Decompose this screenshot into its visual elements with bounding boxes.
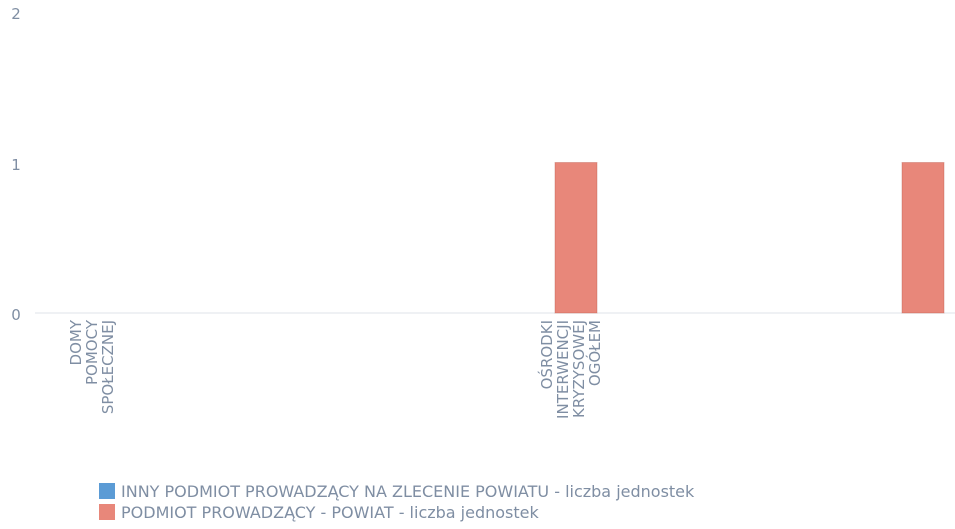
y-tick-label-1: 1 [11, 156, 21, 174]
legend-label-podmiot-powiat: PODMIOT PROWADZĄCY - POWIAT - liczba jed… [121, 503, 540, 522]
y-tick-label-0: 0 [11, 306, 21, 324]
legend-swatch-salmon [99, 504, 115, 520]
bars-group [554, 162, 945, 314]
category-label-1-line-2: KRYZYSOWEJ [570, 320, 588, 418]
category-label-0-line-2: SPOŁECZNEJ [99, 320, 117, 414]
category-label-0-line-1: POMOCY [83, 319, 101, 385]
category-label-0-line-0: DOMY [67, 319, 85, 365]
category-label-1-line-0: OŚRODKI [537, 320, 556, 389]
legend: INNY PODMIOT PROWADZĄCY NA ZLECENIE POWI… [99, 482, 695, 522]
legend-entry-inny-podmiot: INNY PODMIOT PROWADZĄCY NA ZLECENIE POWI… [99, 482, 695, 501]
category-label-1-line-1: INTERWENCJI [554, 320, 572, 419]
y-axis: 2 1 0 [11, 5, 21, 324]
legend-entry-podmiot-powiat: PODMIOT PROWADZĄCY - POWIAT - liczba jed… [99, 503, 540, 522]
bar-series-1-category-2 [901, 162, 945, 314]
bar-series-1-category-1 [554, 162, 598, 314]
y-tick-label-2: 2 [11, 5, 21, 23]
legend-label-inny-podmiot: INNY PODMIOT PROWADZĄCY NA ZLECENIE POWI… [121, 482, 695, 501]
category-label-1-line-3: OGÓŁEM [585, 320, 604, 386]
legend-swatch-blue [99, 483, 115, 499]
